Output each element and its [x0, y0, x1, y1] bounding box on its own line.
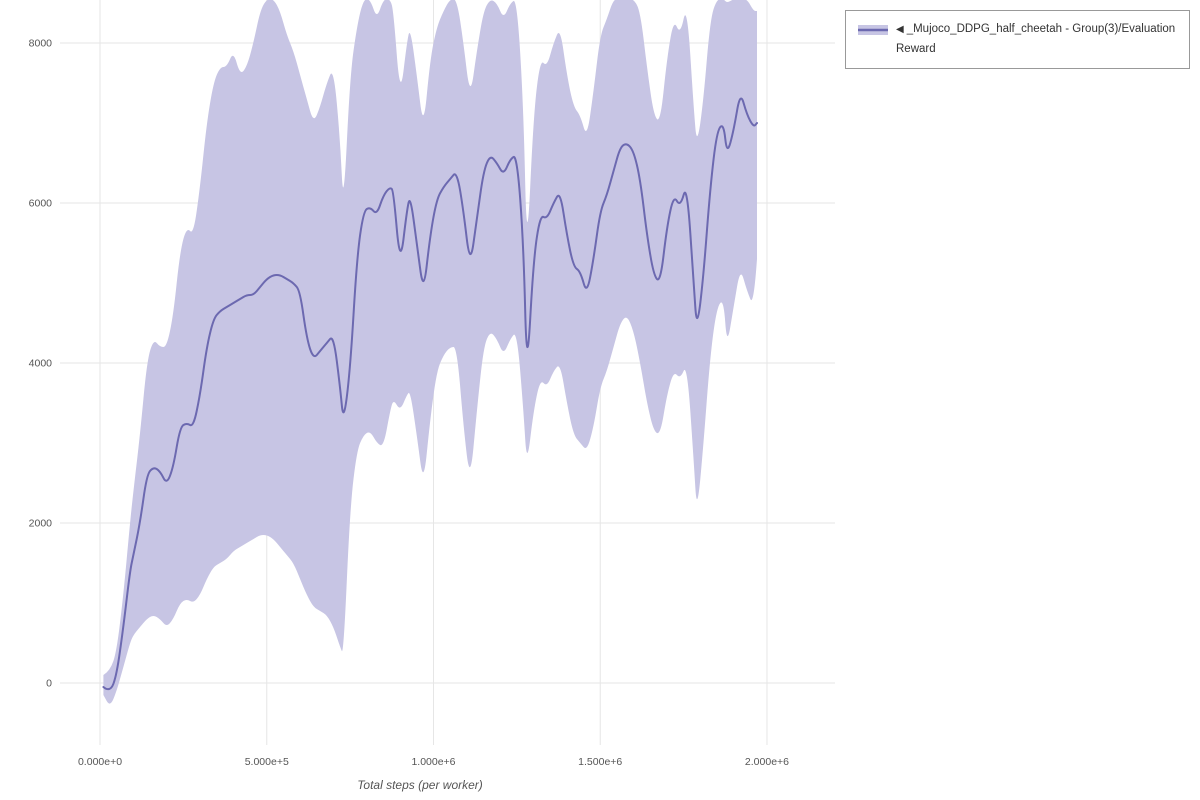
series-line[interactable] — [102, 97, 758, 691]
collapse-triangle-icon[interactable]: ◀ — [896, 24, 904, 35]
legend-label-text: ◀ _Mujoco_DDPG_half_cheetah - Group(3)/Ev… — [896, 20, 1177, 59]
series-swatch-icon — [858, 25, 888, 35]
series-band — [103, 0, 757, 704]
chart-area: 0.000e+0 5.000e+5 1.000e+6 1.500e+6 2.000e+6… — [0, 0, 840, 800]
x-tick-label: 2.000e+6 — [745, 756, 789, 768]
y-tick-label: 8000 — [29, 37, 53, 49]
plot-svg[interactable]: 0.000e+0 5.000e+5 1.000e+6 1.500e+6 2.000e+6… — [0, 0, 840, 800]
x-tick-label: 1.500e+6 — [578, 756, 622, 768]
y-tick-label: 0 — [46, 677, 52, 689]
x-tick-label: 0.000e+0 — [78, 756, 122, 768]
y-tick-label: 6000 — [29, 197, 53, 209]
legend-item[interactable]: ◀ _Mujoco_DDPG_half_cheetah - Group(3)/Ev… — [858, 20, 1177, 59]
series-name: _Mujoco_DDPG_half_cheetah - Group(3)/Eva… — [896, 23, 1176, 55]
y-tick-label: 4000 — [29, 357, 53, 369]
y-tick-label: 2000 — [29, 517, 53, 529]
legend-box: ◀ _Mujoco_DDPG_half_cheetah - Group(3)/Ev… — [845, 10, 1190, 70]
x-axis-title: Total steps (per worker) — [357, 778, 483, 792]
x-tick-label: 1.000e+6 — [411, 756, 455, 768]
x-tick-label: 5.000e+5 — [245, 756, 289, 768]
